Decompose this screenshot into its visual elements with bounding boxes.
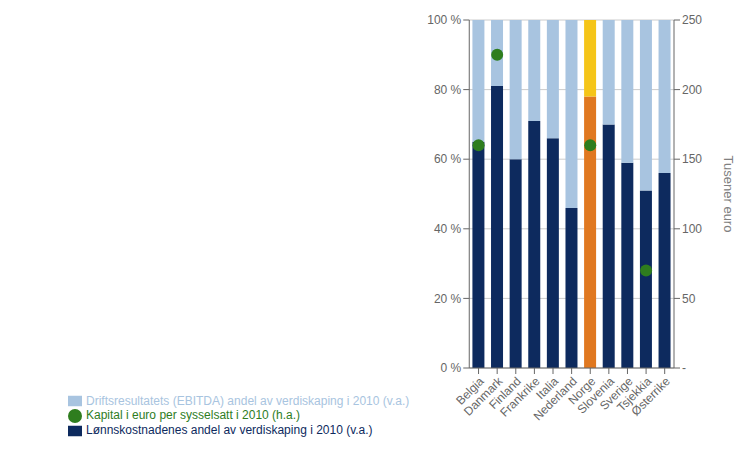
svg-text:Belgia: Belgia xyxy=(453,374,487,408)
svg-text:Finland: Finland xyxy=(486,374,524,412)
svg-text:200: 200 xyxy=(682,83,702,97)
svg-text:Nederland: Nederland xyxy=(530,374,580,424)
svg-text:0 %: 0 % xyxy=(441,361,462,375)
svg-text:60 %: 60 % xyxy=(434,152,462,166)
svg-text:-: - xyxy=(682,361,686,375)
svg-text:80 %: 80 % xyxy=(434,83,462,97)
svg-text:Tusener euro: Tusener euro xyxy=(721,156,736,233)
html-text:Kapital i euro per sysselsatt: Kapital i euro per sysselsatt i 2010 (h.… xyxy=(86,408,301,423)
svg-text:20 %: 20 % xyxy=(434,292,462,306)
svg-text:Tsjekkia: Tsjekkia xyxy=(614,374,655,415)
svg-text:Norge: Norge xyxy=(565,374,599,408)
svg-text:150: 150 xyxy=(682,152,702,166)
svg-text:50: 50 xyxy=(682,292,696,306)
svg-text:100 %: 100 % xyxy=(427,13,461,27)
svg-text:Slovenia: Slovenia xyxy=(574,374,617,417)
svg-text:250: 250 xyxy=(682,13,702,27)
svg-text:Sverige: Sverige xyxy=(596,374,636,413)
html-text:Lønnskostnadenes andel av verd: Lønnskostnadenes andel av verdiskaping i… xyxy=(86,423,373,438)
svg-text:Frankrike: Frankrike xyxy=(497,374,543,420)
svg-text:40 %: 40 % xyxy=(434,222,462,236)
svg-text:100: 100 xyxy=(682,222,702,236)
svg-text:Østerrike: Østerrike xyxy=(629,374,674,419)
html-text:Driftsresultatets (EBITDA) and: Driftsresultatets (EBITDA) andel av verd… xyxy=(86,393,410,408)
svg-text:Italia: Italia xyxy=(533,374,562,403)
svg-text:Danmark: Danmark xyxy=(461,374,506,419)
